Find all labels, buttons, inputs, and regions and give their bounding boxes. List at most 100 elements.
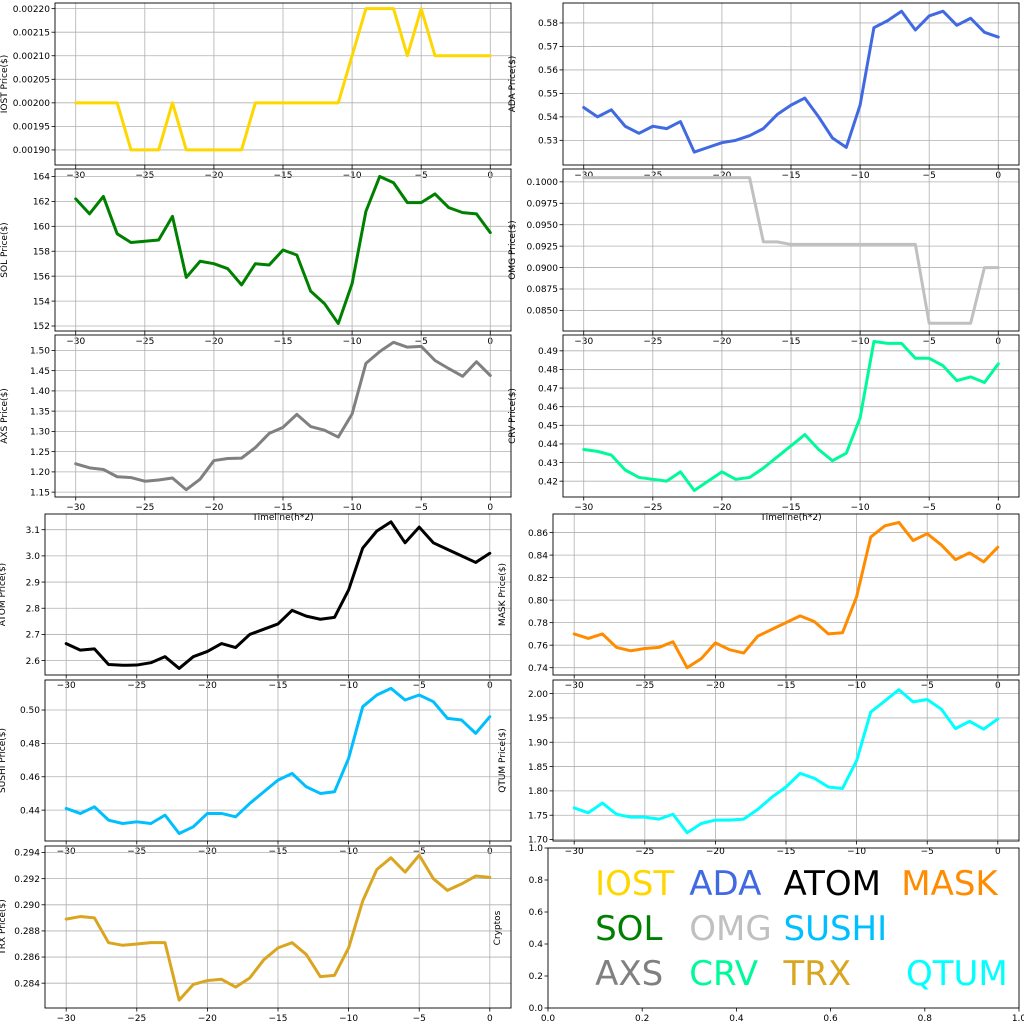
- legend-entry-crv: CRV: [689, 954, 758, 994]
- plot-frame: [54, 168, 512, 332]
- y-tick-label: 0.78: [528, 619, 548, 629]
- legend-panel: 0.0 0.2 0.4 0.6 0.8 1.0 0.0 0.2 0.4 0.6 0.8 1.0 Cryp…: [493, 844, 1024, 1024]
- y-axis-label: SOL Price($): [0, 222, 10, 277]
- price-line-trx: [64, 853, 492, 1002]
- plot-frame: [552, 513, 1020, 676]
- y-tick-label: 0.53: [538, 137, 558, 147]
- y-tick-label: 0.49: [538, 347, 558, 357]
- x-tick-label: −30: [574, 503, 593, 513]
- plot-frame: [54, 334, 512, 498]
- y-tick-label: 164: [33, 173, 50, 183]
- y-axis-label: Cryptos: [493, 910, 503, 945]
- x-tick-label: −5: [415, 503, 428, 513]
- legend-entry-qtum: QTUM: [906, 954, 1008, 994]
- y-tick-label: 0.43: [538, 459, 558, 469]
- y-tick-label: 0.0850: [527, 307, 559, 317]
- x-tick-label: −20: [712, 503, 731, 513]
- y-axis-label: ATOM Price($): [0, 563, 8, 626]
- x-tick-label: −10: [847, 847, 866, 857]
- x-tick-label: −5: [413, 1014, 426, 1024]
- legend-entry-iost: IOST: [595, 864, 674, 904]
- y-tick-label: 2.6: [26, 657, 41, 667]
- y-tick-label: 1.95: [528, 714, 548, 724]
- x-tick-label: 1.0: [1012, 1014, 1024, 1024]
- y-tick-label: 2.7: [26, 631, 40, 641]
- y-tick-label: 0.00205: [13, 75, 50, 85]
- legend-entry-sol: SOL: [595, 909, 662, 949]
- price-line-crv: [582, 340, 1000, 492]
- x-tick-label: −15: [777, 847, 796, 857]
- y-axis-label: OMG Price($): [508, 220, 518, 279]
- y-tick-label: 152: [33, 322, 50, 332]
- x-tick-label: −5: [921, 847, 934, 857]
- x-tick-label: −25: [135, 503, 154, 513]
- y-tick-label: 0.55: [538, 90, 558, 100]
- y-tick-label: 3.1: [26, 526, 40, 536]
- x-tick-label: −15: [782, 503, 801, 513]
- price-line-sol: [74, 174, 492, 326]
- y-tick-label: 0.84: [528, 551, 548, 561]
- y-tick-label: 0.48: [538, 366, 558, 376]
- x-tick-label: −25: [635, 847, 654, 857]
- x-tick-label: −5: [923, 503, 936, 513]
- y-tick-label: 0.0975: [527, 199, 559, 209]
- y-axis-label: CRV Price($): [508, 388, 518, 444]
- y-tick-label: 0.45: [538, 422, 558, 432]
- x-tick-label: −30: [57, 1014, 76, 1024]
- legend-entry-atom: ATOM: [784, 864, 881, 904]
- x-tick-label: −30: [66, 503, 85, 513]
- y-tick-label: 1.35: [30, 407, 50, 417]
- x-tick-label: 0: [487, 1014, 493, 1024]
- y-tick-label: 0.44: [20, 806, 40, 816]
- y-tick-label: 1.45: [30, 367, 50, 377]
- y-tick-label: 0.44: [538, 440, 558, 450]
- x-tick-label: 0.6: [823, 1014, 838, 1024]
- plot-frame: [552, 679, 1020, 842]
- y-tick-label: 0.47: [538, 384, 558, 394]
- y-axis-label: MASK Price($): [498, 563, 508, 626]
- panel-trx-price: −30 −25 −20 −15 −10 −5 0 0.284 0.286 0.288 0.290 0.…: [0, 845, 512, 1024]
- y-tick-label: 0.42: [538, 477, 558, 487]
- y-tick-label: 0.00220: [13, 5, 50, 15]
- x-tick-label: −10: [343, 503, 362, 513]
- y-tick-label: 0.6: [529, 908, 544, 918]
- panel-axs-price: −30 −25 −20 −15 −10 −5 0 1.15 1.20 1.25 1.30 1.35 1.…: [0, 334, 512, 523]
- y-tick-label: 1.30: [30, 428, 50, 438]
- legend-entry-ada: ADA: [689, 864, 761, 904]
- y-tick-label: 1.25: [30, 448, 50, 458]
- y-tick-label: 0.00210: [13, 52, 50, 62]
- y-tick-label: 0.2: [529, 972, 543, 982]
- y-tick-label: 0.0950: [527, 221, 559, 231]
- y-tick-label: 0.76: [528, 641, 548, 651]
- legend-entry-sushi: SUSHI: [784, 909, 888, 949]
- x-tick-label: −10: [851, 503, 870, 513]
- y-tick-label: 1.50: [30, 347, 50, 357]
- y-tick-label: 1.0: [529, 844, 544, 854]
- legend-entry-omg: OMG: [689, 909, 771, 949]
- x-tick-label: −15: [269, 1014, 288, 1024]
- plot-frame: [562, 334, 1020, 498]
- y-tick-label: 0.56: [538, 66, 558, 76]
- y-tick-label: 0.4: [529, 940, 544, 950]
- y-tick-label: 0.80: [528, 596, 548, 606]
- y-tick-label: 0.1000: [527, 178, 559, 188]
- x-tick-label: −15: [274, 503, 293, 513]
- x-tick-label: 0: [995, 847, 1001, 857]
- y-tick-label: 0.290: [14, 901, 40, 911]
- x-tick-label: −20: [198, 1014, 217, 1024]
- panel-qtum-price: −30 −25 −20 −15 −10 −5 0 1.70 1.75 1.80 1.85 1.90 1.…: [498, 679, 1020, 857]
- y-axis-label: IOST Price($): [0, 55, 10, 114]
- plot-frame: [562, 168, 1020, 332]
- y-tick-label: 1.15: [30, 488, 50, 498]
- y-tick-label: 0.57: [538, 43, 558, 53]
- y-tick-label: 160: [33, 223, 50, 233]
- y-axis-label: SUSHI Price($): [0, 728, 8, 793]
- y-tick-label: 0.54: [538, 113, 558, 123]
- y-tick-label: 0.46: [538, 403, 558, 413]
- price-line-omg: [582, 176, 1000, 325]
- x-tick-label: 0.8: [918, 1014, 933, 1024]
- y-tick-label: 1.75: [528, 811, 548, 821]
- x-tick-label: 0.0: [541, 1014, 556, 1024]
- y-tick-label: 0.86: [528, 529, 548, 539]
